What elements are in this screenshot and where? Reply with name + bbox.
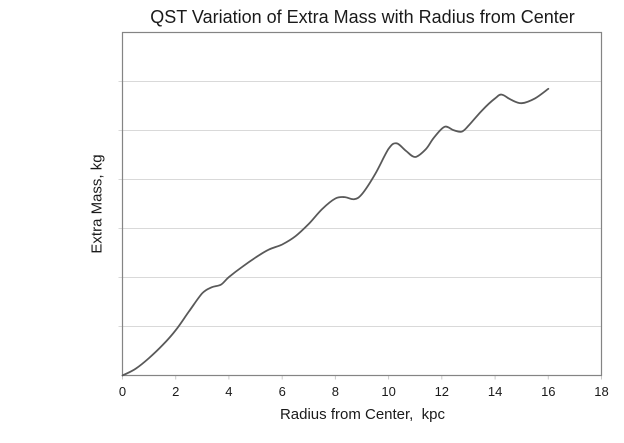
x-tick-label: 0 [119,384,126,399]
x-axis-label: Radius from Center, kpc [279,406,446,423]
chart-title: QST Variation of Extra Mass with Radius … [150,7,575,27]
x-tick-label: 2 [172,384,179,399]
x-tick-label: 8 [332,384,339,399]
x-tick-label: 18 [594,384,608,399]
x-tick-label: 4 [225,384,232,399]
x-tick-label: 10 [381,384,395,399]
x-tick-label: 16 [541,384,555,399]
x-tick-label: 14 [488,384,502,399]
x-tick-label: 6 [279,384,286,399]
x-tick-label: 12 [435,384,449,399]
plot-border [121,31,603,377]
data-series-line [121,87,550,377]
